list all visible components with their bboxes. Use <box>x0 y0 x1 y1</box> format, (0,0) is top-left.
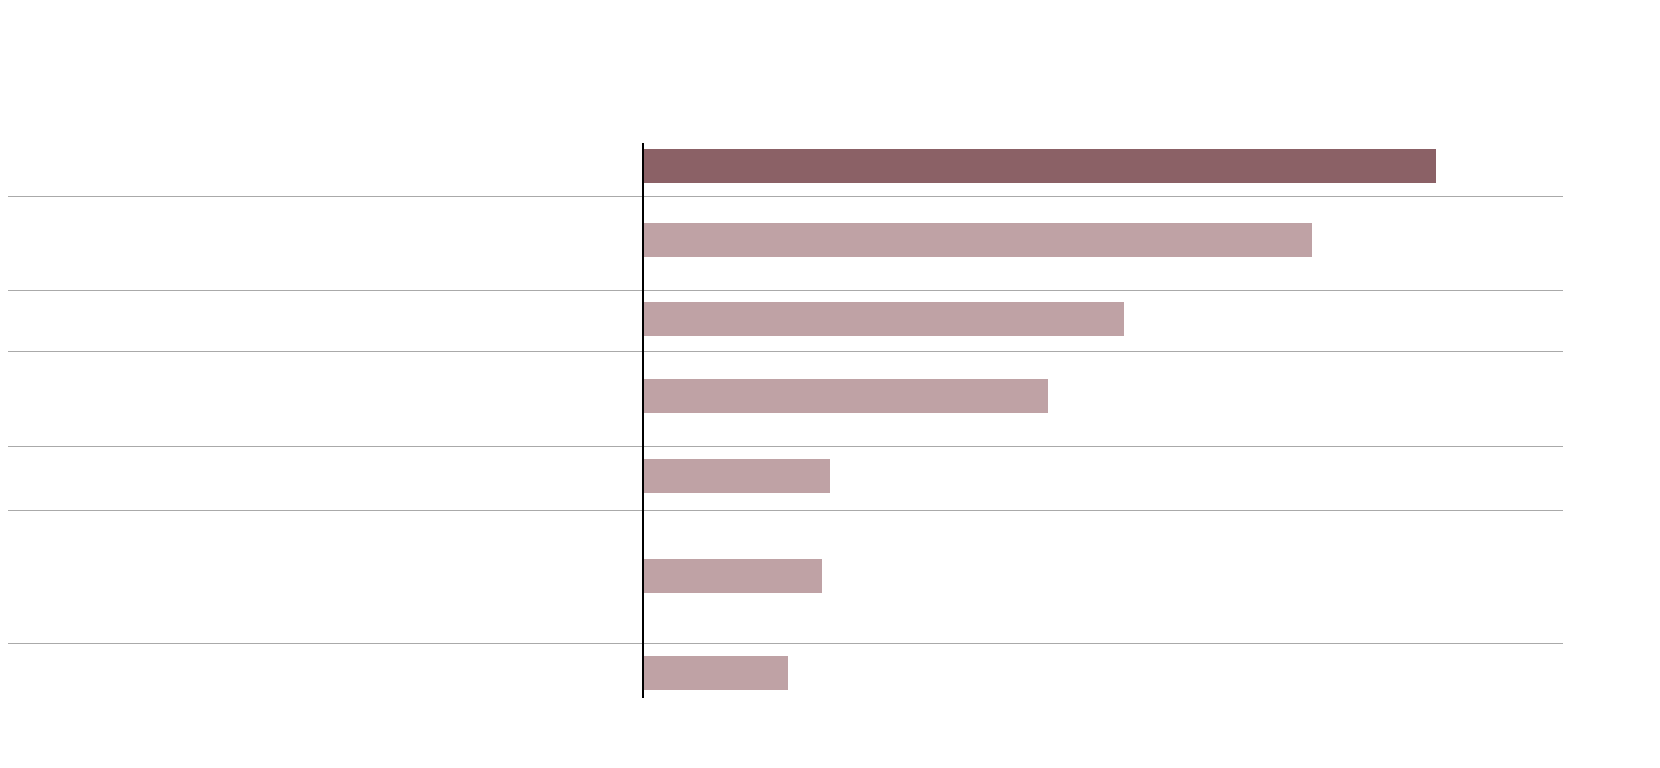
bar <box>643 302 1124 336</box>
bar <box>643 223 1312 257</box>
bar <box>643 459 830 493</box>
bar <box>643 149 1436 183</box>
row-separators <box>8 196 1563 644</box>
bar <box>643 379 1048 413</box>
bar <box>643 559 822 593</box>
bars <box>643 149 1436 690</box>
bar <box>643 656 788 690</box>
